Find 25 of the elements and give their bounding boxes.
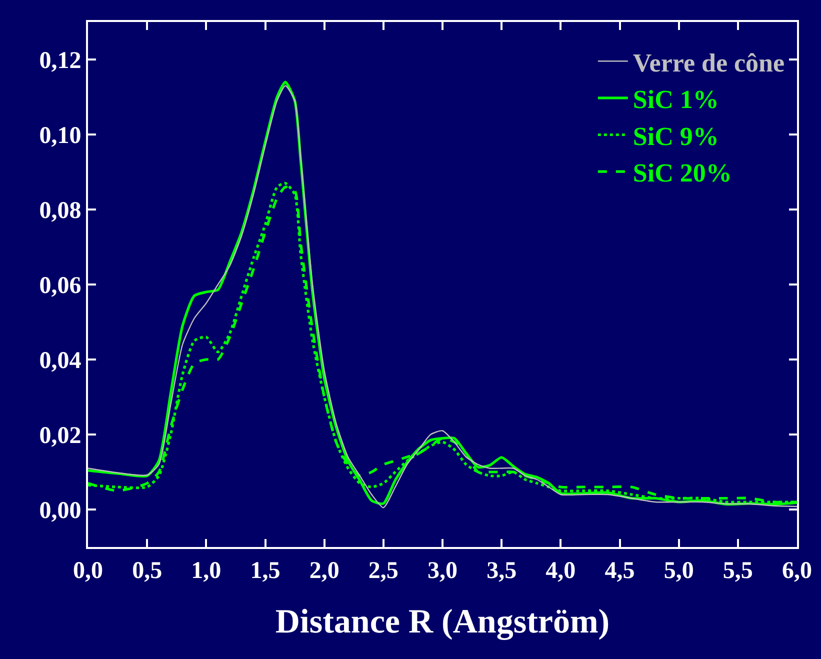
x-tick-label: 5,5 [722, 558, 753, 584]
x-tick-label: 3,0 [428, 558, 458, 584]
x-tick-label: 0,5 [132, 558, 162, 584]
legend-label: SiC 20% [632, 158, 732, 188]
x-tick-label: 2,0 [309, 558, 340, 584]
y-tick-label: 0,02 [39, 422, 82, 449]
x-tick-label: 6,0 [782, 558, 812, 584]
y-tick-label: 0,04 [39, 348, 82, 374]
legend-label: SiC 9% [632, 122, 719, 151]
x-tick-label: 0,0 [73, 558, 103, 584]
y-tick-label: 0,08 [39, 198, 82, 224]
legend-label: Verre de cône [632, 48, 785, 78]
y-tick-label: 0,00 [39, 498, 82, 524]
x-tick-label: 4,5 [604, 558, 635, 584]
x-tick-label: 5,0 [664, 558, 694, 584]
x-tick-label: 1,0 [191, 558, 222, 584]
x-tick-label: 1,5 [250, 558, 280, 584]
x-tick-label: 3,5 [486, 558, 517, 584]
legend-label: SiC 1% [632, 85, 719, 114]
x-tick-label: 2,5 [368, 558, 398, 584]
x-axis-title: Distance R (Angström) [275, 604, 610, 641]
x-tick-label: 4,0 [546, 558, 576, 584]
y-tick-label: 0,06 [39, 272, 82, 299]
y-tick-label: 0,12 [39, 48, 82, 74]
y-tick-label: 0,10 [39, 122, 82, 149]
